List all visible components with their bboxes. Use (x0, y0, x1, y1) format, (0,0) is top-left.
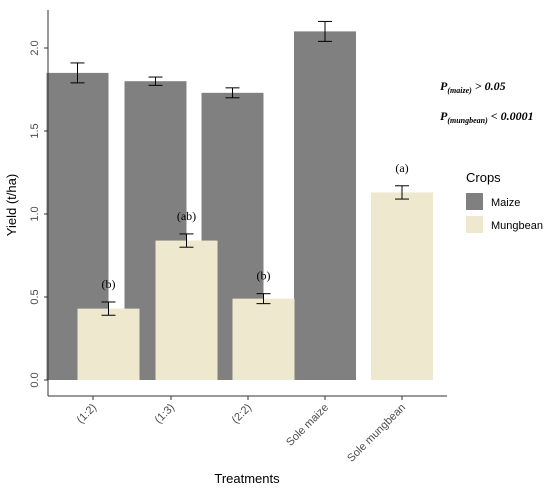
legend-label-maize: Maize (491, 197, 520, 209)
bar-maize-3 (294, 31, 356, 381)
x-tick-label-4: Sole mungbean (345, 402, 408, 465)
y-tick-label-3: 1.5 (29, 123, 41, 138)
sig-label-1: (ab) (177, 209, 196, 223)
legend: Crops Maize Mungbean (466, 170, 543, 233)
bar-mungbean-0 (77, 308, 140, 380)
y-tick-label-4: 2.0 (29, 40, 41, 55)
bar-mungbean-4 (371, 192, 433, 380)
x-ticks-layer: (1:2) (1:3) (2:2) Sole maize Sole mungbean (75, 396, 408, 465)
x-tick-label-1: (1:3) (153, 402, 177, 426)
sig-label-2: (b) (257, 269, 271, 283)
significance-labels-layer: (b) (ab) (b) (a) (102, 161, 409, 291)
sig-label-4: (a) (395, 161, 408, 175)
p-value-mungbean-main: P (440, 109, 448, 123)
p-value-maize-sub: (maize) (447, 86, 472, 95)
p-value-maize-rest: > 0.05 (472, 79, 506, 93)
legend-swatch-mungbean (466, 216, 483, 233)
p-value-mungbean-sub: (mungbean) (447, 116, 488, 125)
legend-label-mungbean: Mungbean (491, 220, 543, 232)
bar-mungbean-1 (155, 240, 218, 380)
legend-title: Crops (466, 170, 501, 185)
sig-label-0: (b) (102, 277, 116, 291)
x-tick-label-0: (1:2) (75, 402, 99, 426)
y-tick-label-1: 0.5 (29, 289, 41, 304)
x-tick-label-3: Sole maize (284, 402, 331, 449)
p-value-maize-main: P (440, 79, 448, 93)
bar-mungbean-2 (232, 298, 295, 380)
y-tick-label-2: 1.0 (29, 206, 41, 221)
p-value-maize: P(maize) > 0.05 (440, 79, 506, 95)
y-ticks-layer: 0.0 0.5 1.0 1.5 2.0 (29, 40, 48, 388)
bars-layer (46, 31, 433, 381)
x-axis-title: Treatments (214, 471, 280, 486)
p-value-mungbean: P(mungbean) < 0.0001 (440, 109, 534, 125)
x-tick-label-2: (2:2) (230, 402, 254, 426)
legend-swatch-maize (466, 193, 483, 210)
errorbars-layer (70, 20, 409, 316)
y-axis-title: Yield (t/ha) (4, 174, 19, 236)
y-tick-label-0: 0.0 (29, 372, 41, 387)
p-value-mungbean-rest: < 0.0001 (488, 109, 534, 123)
